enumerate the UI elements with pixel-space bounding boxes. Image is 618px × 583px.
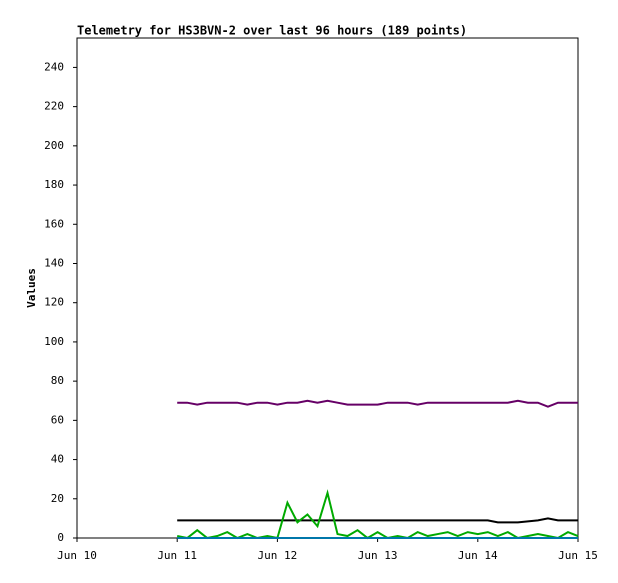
x-tick-label: Jun 11 [157, 549, 197, 562]
y-tick-label: 140 [44, 256, 64, 269]
x-tick-label: Jun 14 [458, 549, 498, 562]
x-tick-label: Jun 15 [558, 549, 598, 562]
y-tick-label: 80 [51, 374, 64, 387]
series-line [177, 399, 578, 408]
y-axis-label: Values [25, 268, 38, 308]
y-tick-label: 240 [44, 60, 64, 73]
series-line [177, 517, 578, 524]
y-tick-label: 220 [44, 100, 64, 113]
y-tick-label: 120 [44, 296, 64, 309]
series-line [177, 489, 579, 540]
y-tick-label: 180 [44, 178, 64, 191]
x-tick-label: Jun 13 [358, 549, 398, 562]
y-tick-label: 160 [44, 217, 64, 230]
x-tick-label: Jun 10 [57, 549, 97, 562]
y-tick-label: 40 [51, 453, 64, 466]
y-tick-label: 20 [51, 492, 64, 505]
y-tick-label: 0 [57, 531, 64, 544]
y-tick-label: 200 [44, 139, 64, 152]
x-tick-label: Jun 12 [258, 549, 298, 562]
y-tick-label: 100 [44, 335, 64, 348]
chart-title: Telemetry for HS3BVN-2 over last 96 hour… [77, 24, 467, 38]
y-tick-label: 60 [51, 413, 64, 426]
